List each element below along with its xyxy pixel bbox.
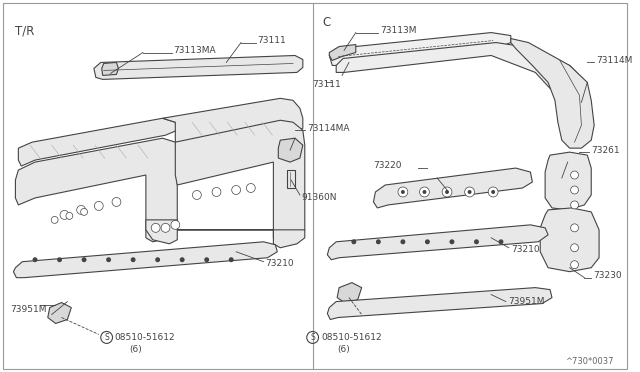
Circle shape: [445, 190, 449, 194]
Polygon shape: [327, 288, 552, 320]
Text: 73210: 73210: [511, 245, 540, 254]
Polygon shape: [540, 208, 599, 272]
Circle shape: [474, 239, 479, 244]
Polygon shape: [48, 302, 71, 324]
Circle shape: [491, 190, 495, 194]
Circle shape: [77, 205, 86, 214]
Text: T/R: T/R: [15, 24, 35, 37]
Text: 91360N: 91360N: [302, 193, 337, 202]
Polygon shape: [13, 242, 277, 278]
Circle shape: [232, 186, 241, 195]
Text: 73210: 73210: [266, 259, 294, 268]
Text: 73230: 73230: [593, 271, 622, 280]
Circle shape: [82, 257, 86, 262]
Circle shape: [155, 257, 160, 262]
Polygon shape: [94, 55, 303, 79]
Circle shape: [425, 239, 430, 244]
Circle shape: [180, 257, 184, 262]
Text: 73113M: 73113M: [380, 26, 417, 35]
Polygon shape: [287, 170, 295, 188]
Polygon shape: [146, 220, 305, 248]
Polygon shape: [330, 33, 511, 65]
Circle shape: [112, 198, 121, 206]
Polygon shape: [327, 225, 548, 260]
Circle shape: [442, 187, 452, 197]
Text: 08510-51612: 08510-51612: [321, 333, 382, 342]
Polygon shape: [175, 120, 305, 242]
Circle shape: [81, 208, 88, 215]
Text: (6): (6): [338, 345, 351, 354]
Circle shape: [376, 239, 381, 244]
Circle shape: [60, 211, 69, 219]
Polygon shape: [545, 152, 591, 210]
Polygon shape: [19, 118, 177, 166]
Circle shape: [246, 183, 255, 192]
Text: S: S: [310, 333, 315, 342]
Polygon shape: [102, 62, 118, 76]
Circle shape: [571, 201, 579, 209]
Text: 73261: 73261: [591, 145, 620, 155]
Circle shape: [401, 239, 405, 244]
Text: 73111: 73111: [257, 36, 285, 45]
Polygon shape: [511, 39, 594, 148]
Text: 73113MA: 73113MA: [173, 46, 216, 55]
Text: 73951M: 73951M: [10, 305, 47, 314]
Circle shape: [212, 187, 221, 196]
Circle shape: [131, 257, 136, 262]
Polygon shape: [163, 98, 303, 148]
Text: 73220: 73220: [374, 161, 402, 170]
Circle shape: [571, 244, 579, 252]
Text: ^730*0037: ^730*0037: [565, 357, 614, 366]
Circle shape: [193, 190, 202, 199]
Circle shape: [488, 187, 498, 197]
Circle shape: [51, 217, 58, 223]
Polygon shape: [337, 283, 362, 304]
Circle shape: [465, 187, 474, 197]
Text: 73114MA: 73114MA: [307, 124, 349, 133]
Circle shape: [151, 223, 160, 232]
Circle shape: [351, 239, 356, 244]
Polygon shape: [330, 45, 356, 61]
Circle shape: [57, 257, 62, 262]
Text: 08510-51612: 08510-51612: [115, 333, 175, 342]
Circle shape: [401, 190, 405, 194]
Circle shape: [571, 224, 579, 232]
Circle shape: [161, 223, 170, 232]
Circle shape: [422, 190, 426, 194]
Circle shape: [171, 220, 180, 229]
Circle shape: [106, 257, 111, 262]
Polygon shape: [374, 168, 532, 208]
Circle shape: [228, 257, 234, 262]
Text: S: S: [104, 333, 109, 342]
Polygon shape: [336, 42, 588, 100]
Text: 73114M: 73114M: [596, 56, 632, 65]
Circle shape: [468, 190, 472, 194]
Circle shape: [33, 257, 38, 262]
Circle shape: [571, 261, 579, 269]
Polygon shape: [15, 138, 177, 242]
Circle shape: [94, 202, 103, 211]
Circle shape: [398, 187, 408, 197]
Text: 73111: 73111: [312, 80, 341, 89]
Polygon shape: [278, 138, 303, 162]
Circle shape: [571, 171, 579, 179]
Text: 73951M: 73951M: [508, 297, 545, 306]
Text: C: C: [323, 16, 331, 29]
Text: (6): (6): [130, 345, 143, 354]
Circle shape: [420, 187, 429, 197]
Circle shape: [499, 239, 504, 244]
Circle shape: [66, 212, 73, 219]
Circle shape: [571, 186, 579, 194]
Circle shape: [204, 257, 209, 262]
Circle shape: [449, 239, 454, 244]
